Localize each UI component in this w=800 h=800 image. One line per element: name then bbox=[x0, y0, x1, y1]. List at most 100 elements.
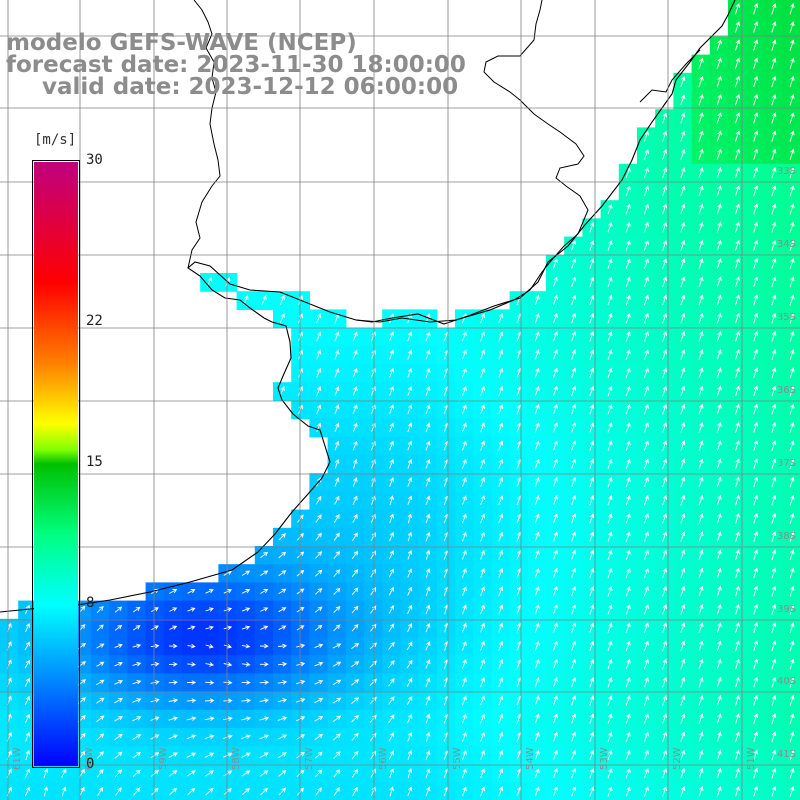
wind-arrow bbox=[662, 331, 668, 342]
wind-arrow bbox=[625, 786, 631, 797]
wind-arrow bbox=[352, 786, 358, 797]
wind-arrow bbox=[716, 94, 722, 106]
wind-arrow bbox=[261, 294, 267, 305]
wind-arrow bbox=[771, 276, 777, 288]
wind-arrow bbox=[425, 458, 431, 469]
wind-arrow bbox=[771, 57, 777, 70]
wind-arrow bbox=[771, 75, 777, 88]
wind-arrow bbox=[643, 567, 649, 579]
wind-arrow bbox=[150, 769, 160, 777]
wind-arrow bbox=[662, 312, 668, 324]
wind-arrow bbox=[169, 589, 178, 594]
wind-arrow bbox=[625, 349, 631, 360]
wind-arrow bbox=[316, 367, 322, 378]
wind-arrow bbox=[571, 658, 577, 670]
wind-arrow bbox=[552, 385, 558, 397]
wind-arrow bbox=[571, 404, 577, 415]
wind-arrow bbox=[314, 733, 324, 741]
wind-arrow bbox=[735, 440, 740, 451]
wind-arrow bbox=[314, 679, 324, 685]
wind-arrow bbox=[771, 403, 777, 415]
wind-arrow bbox=[625, 549, 631, 560]
wind-arrow bbox=[753, 403, 759, 415]
wind-arrow bbox=[425, 677, 431, 687]
wind-arrow bbox=[753, 276, 759, 288]
wind-arrow bbox=[698, 531, 704, 542]
wind-arrow bbox=[662, 185, 668, 197]
wind-arrow bbox=[351, 550, 359, 560]
latitude-label: 36S bbox=[777, 385, 796, 396]
wind-arrow bbox=[223, 680, 233, 685]
wind-arrow bbox=[771, 294, 777, 306]
wind-arrow bbox=[259, 662, 269, 667]
wind-arrow bbox=[205, 680, 215, 685]
wind-arrow bbox=[150, 716, 160, 721]
wind-arrow bbox=[241, 589, 251, 594]
wind-arrow bbox=[698, 148, 704, 161]
wind-arrow bbox=[716, 604, 722, 615]
wind-arrow bbox=[753, 294, 759, 306]
wind-arrow bbox=[771, 221, 777, 233]
wind-arrow bbox=[461, 458, 467, 469]
wind-arrow bbox=[625, 622, 631, 633]
wind-arrow bbox=[607, 367, 613, 378]
wind-arrow bbox=[204, 734, 215, 739]
wind-arrow bbox=[61, 768, 67, 778]
wind-arrow bbox=[498, 349, 504, 360]
wind-arrow bbox=[205, 607, 214, 612]
wind-arrow bbox=[316, 331, 322, 342]
colorbar-unit: [m/s] bbox=[34, 132, 77, 148]
wind-arrow bbox=[314, 769, 323, 778]
wind-arrow bbox=[187, 680, 197, 685]
wind-arrow bbox=[114, 661, 123, 667]
wind-arrow bbox=[352, 513, 358, 523]
wind-arrow bbox=[735, 658, 740, 670]
wind-arrow bbox=[625, 221, 631, 233]
wind-arrow bbox=[753, 312, 759, 324]
colorbar-tick-label: 22 bbox=[86, 313, 103, 330]
wind-arrow bbox=[498, 331, 504, 342]
wind-arrow bbox=[753, 349, 759, 360]
wind-arrow bbox=[552, 549, 558, 560]
wind-arrow bbox=[480, 658, 485, 669]
wind-arrow bbox=[789, 221, 795, 233]
wind-arrow bbox=[771, 148, 777, 161]
wind-arrow bbox=[552, 404, 558, 415]
wind-arrow bbox=[735, 786, 740, 797]
wind-arrow bbox=[625, 513, 631, 524]
wind-arrow bbox=[205, 662, 215, 667]
wind-arrow bbox=[789, 531, 795, 542]
wind-arrow bbox=[114, 606, 123, 613]
wind-arrow bbox=[186, 716, 197, 721]
wind-arrow bbox=[625, 531, 631, 542]
wind-arrow bbox=[534, 677, 540, 688]
wind-arrow bbox=[353, 458, 358, 469]
wind-arrow bbox=[753, 494, 759, 506]
wind-arrow bbox=[114, 769, 123, 778]
wind-arrow bbox=[625, 458, 631, 469]
wind-arrow bbox=[223, 625, 233, 631]
wind-arrow bbox=[480, 477, 485, 487]
latitude-label: 39S bbox=[777, 604, 796, 615]
wind-arrow bbox=[680, 130, 686, 142]
wind-arrow bbox=[662, 148, 668, 160]
wind-arrow bbox=[698, 713, 704, 724]
wind-arrow bbox=[425, 586, 431, 596]
wind-arrow bbox=[534, 604, 540, 615]
wind-arrow bbox=[625, 385, 631, 397]
wind-arrow bbox=[388, 678, 395, 687]
wind-arrow bbox=[498, 495, 504, 506]
wind-arrow bbox=[643, 749, 649, 761]
wind-arrow bbox=[734, 385, 740, 397]
wind-arrow bbox=[589, 276, 595, 288]
wind-arrow bbox=[589, 549, 595, 560]
wind-arrow bbox=[716, 567, 722, 579]
wind-arrow bbox=[753, 21, 759, 33]
wind-arrow bbox=[735, 549, 740, 561]
wind-arrow bbox=[223, 589, 233, 594]
wind-arrow bbox=[461, 495, 467, 506]
wind-arrow bbox=[753, 367, 759, 379]
wind-arrow bbox=[607, 713, 613, 724]
wind-arrow bbox=[625, 567, 631, 579]
wind-arrow bbox=[643, 185, 649, 197]
